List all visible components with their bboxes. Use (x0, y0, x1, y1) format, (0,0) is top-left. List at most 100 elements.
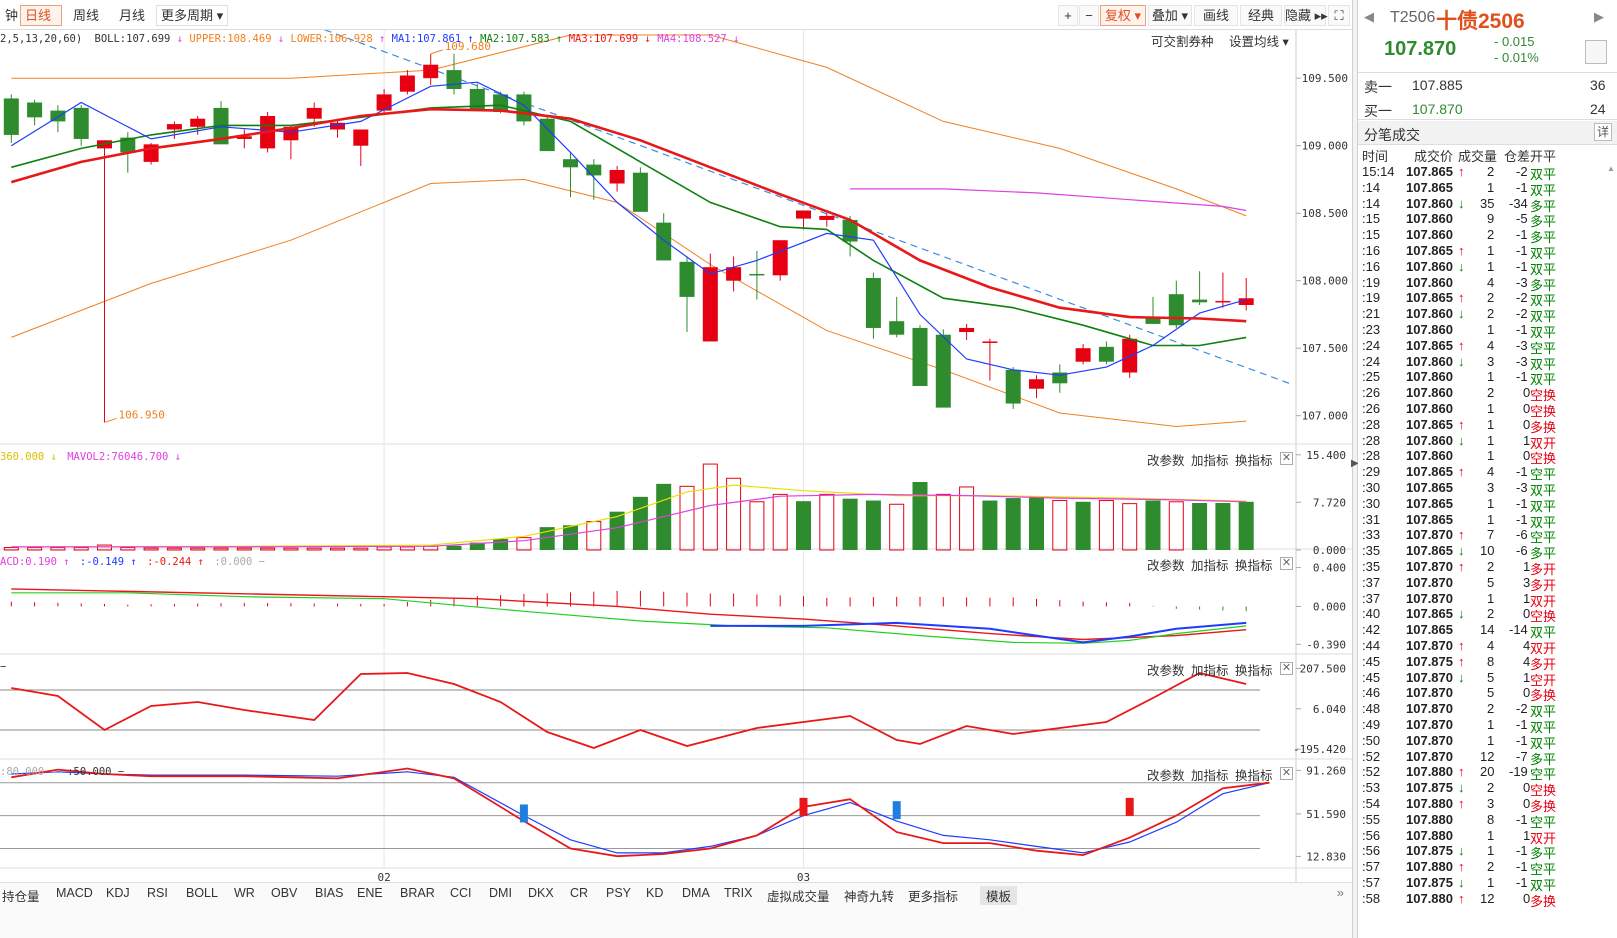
detail-button[interactable]: 详 (1594, 123, 1612, 141)
tick-time: :30 (1362, 480, 1381, 495)
adjust-button[interactable]: 复权 ▾ (1100, 5, 1146, 26)
tick-open-close: 双平 (1530, 735, 1557, 751)
candle-body (819, 215, 835, 220)
add-indicator-button[interactable]: 加指标 (1191, 454, 1229, 468)
ma4-label: MA4:108.527 (657, 33, 727, 45)
tick-row: :56 107.875 ↓ 1 -1 多平 (1358, 843, 1617, 861)
tick-oi-change: 0 (1523, 796, 1531, 811)
indicator-tab[interactable]: 模板 (980, 886, 1018, 905)
indicator-tab[interactable]: DMA (682, 886, 710, 900)
set-ma-link[interactable]: 设置均线 ▾ (1229, 35, 1289, 49)
edit-params-button[interactable]: 改参数 (1147, 559, 1185, 573)
order-book: 卖一 107.885 36 买一 107.870 24 (1358, 72, 1617, 120)
tick-time: :14 (1362, 179, 1381, 195)
indicator-tab[interactable]: DMI (489, 886, 512, 900)
switch-indicator-button[interactable]: 换指标 (1235, 664, 1273, 678)
indicator-tab[interactable]: MACD (56, 886, 93, 900)
indicator-tab[interactable]: 虚拟成交量 (767, 890, 830, 904)
indicator-tab[interactable]: TRIX (724, 886, 753, 900)
tab-more-periods[interactable]: 更多周期 ▾ (156, 5, 229, 26)
close-icon[interactable]: ✕ (1280, 767, 1293, 780)
volume-bar (1029, 496, 1044, 550)
tick-direction: ↑ (1458, 890, 1465, 906)
y-tick-label: 0.400 (1313, 562, 1346, 575)
hide-button[interactable]: 隐藏 ▸▸ (1284, 5, 1328, 26)
col-volume: 成交量 (1458, 149, 1498, 164)
scroll-tabs-icon[interactable]: » (1336, 885, 1344, 900)
add-indicator-button[interactable]: 加指标 (1191, 769, 1229, 783)
tab-daily[interactable]: 日线 (20, 5, 62, 26)
close-icon[interactable]: ✕ (1280, 662, 1293, 675)
tick-direction: ↑ (1458, 638, 1465, 653)
detail-panel-icon[interactable] (1585, 40, 1607, 64)
tick-direction: ↓ (1458, 780, 1465, 796)
tick-oi-change: -1 (1516, 843, 1528, 859)
tick-price: 107.880 (1406, 764, 1453, 780)
tick-oi-change: -2 (1516, 164, 1528, 179)
candle-body (749, 273, 765, 276)
kline-chart[interactable]: 107.000 107.500 108.000 108.500 109.000 109.5… (0, 30, 1352, 882)
classic-button[interactable]: 经典 (1240, 5, 1282, 26)
draw-line-button[interactable]: 画线 (1194, 5, 1238, 26)
tick-direction: ↑ (1458, 527, 1465, 543)
tab-weekly[interactable]: 周线 (73, 8, 100, 23)
indicator-tab[interactable]: CR (570, 886, 589, 900)
tab-monthly[interactable]: 月线 (119, 8, 146, 23)
edit-params-button[interactable]: 改参数 (1147, 454, 1185, 468)
add-indicator-button[interactable]: 加指标 (1191, 664, 1229, 678)
indicator-tab[interactable]: BIAS (315, 886, 344, 900)
edit-params-button[interactable]: 改参数 (1147, 664, 1185, 678)
tick-row: :33 107.870 ↑ 7 -6 空平 (1358, 527, 1617, 545)
zoom-in-button[interactable]: + (1058, 5, 1078, 26)
indicator-tab[interactable]: DKX (528, 886, 554, 900)
indicator-tab[interactable]: WR (234, 886, 255, 900)
tick-row: :37 107.870 1 1 双开 (1358, 591, 1617, 609)
panel-splitter[interactable]: ▶ (1351, 0, 1359, 938)
scrollbar[interactable]: ▲ (1607, 164, 1615, 173)
tick-price: 107.860 (1406, 322, 1453, 337)
indicator-tab[interactable]: 神奇九转 (844, 890, 895, 904)
y-tick-label: 6.040 (1313, 703, 1346, 716)
edit-params-button[interactable]: 改参数 (1147, 769, 1185, 783)
close-icon[interactable]: ✕ (1280, 557, 1293, 570)
tick-volume: 9 (1487, 211, 1495, 227)
overlay-button[interactable]: 叠加 ▾ (1148, 5, 1192, 26)
tick-oi-change: -5 (1516, 211, 1528, 227)
y-tick-label: 15.400 (1306, 449, 1346, 462)
indicator-tab[interactable]: BRAR (400, 886, 435, 900)
tick-time: :14 (1362, 195, 1381, 211)
tick-direction: ↑ (1458, 859, 1465, 875)
zoom-out-button[interactable]: − (1079, 5, 1099, 26)
close-icon[interactable]: ✕ (1280, 452, 1293, 465)
indicator-tab[interactable]: KD (646, 886, 664, 900)
indicator-tab[interactable]: KDJ (106, 886, 130, 900)
indicator-tab[interactable]: 更多指标 (908, 890, 959, 904)
indicator-tab[interactable]: RSI (147, 886, 168, 900)
candle-body (889, 321, 905, 335)
candle-body (679, 261, 695, 297)
volume-bar (889, 503, 905, 551)
volume-bar (469, 542, 485, 550)
indicator-tab[interactable]: CCI (450, 886, 472, 900)
indicator-tab[interactable]: PSY (606, 886, 632, 900)
chevron-left-icon[interactable]: ◀ (1364, 9, 1374, 24)
candle-body (516, 94, 532, 122)
tick-time: :33 (1362, 527, 1381, 543)
indicator-tab[interactable]: 持仓量 (2, 890, 40, 904)
deliverable-bonds-link[interactable]: 可交割券种 (1151, 35, 1214, 49)
x-tick-label: 02 (377, 871, 390, 882)
tick-time: :28 (1362, 448, 1381, 464)
tick-volume: 4 (1487, 464, 1495, 480)
switch-indicator-button[interactable]: 换指标 (1235, 769, 1273, 783)
tab-minute[interactable]: 钟 (5, 8, 19, 23)
tick-row: :57 107.880 ↑ 2 -1 空平 (1358, 859, 1617, 877)
indicator-tab[interactable]: BOLL (186, 886, 218, 900)
switch-indicator-button[interactable]: 换指标 (1235, 454, 1273, 468)
indicator-tab[interactable]: ENE (357, 886, 383, 900)
add-indicator-button[interactable]: 加指标 (1191, 559, 1229, 573)
chevron-right-icon[interactable]: ▶ (1594, 9, 1604, 24)
switch-indicator-button[interactable]: 换指标 (1235, 559, 1273, 573)
ticks-list[interactable]: 15:14 107.865 ↑ 2 -2 双平:14 107.865 1 -1 双平:14 107.… (1358, 164, 1617, 938)
indicator-tab[interactable]: OBV (271, 886, 298, 900)
fullscreen-icon[interactable]: ⛶ (1328, 5, 1350, 26)
